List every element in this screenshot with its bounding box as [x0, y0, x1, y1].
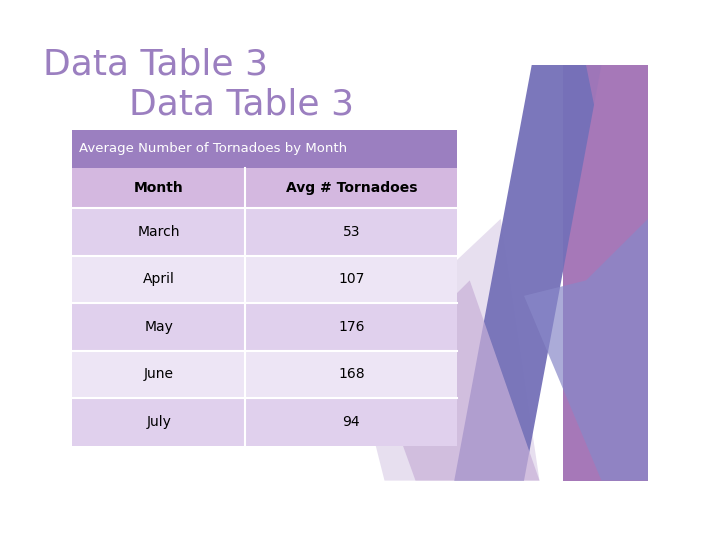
- Text: May: May: [144, 320, 173, 334]
- Text: Month: Month: [134, 181, 184, 195]
- Polygon shape: [354, 219, 539, 481]
- FancyBboxPatch shape: [72, 303, 457, 350]
- Text: 176: 176: [338, 320, 364, 334]
- FancyBboxPatch shape: [72, 208, 457, 255]
- FancyBboxPatch shape: [72, 167, 457, 208]
- Polygon shape: [586, 65, 648, 481]
- Polygon shape: [377, 280, 539, 481]
- Text: 94: 94: [343, 415, 360, 429]
- Text: 168: 168: [338, 367, 364, 381]
- Text: Data Table 3: Data Table 3: [129, 88, 354, 122]
- Text: Avg # Tornadoes: Avg # Tornadoes: [286, 181, 417, 195]
- Polygon shape: [454, 65, 601, 481]
- Text: Data Table 3: Data Table 3: [43, 48, 268, 82]
- Text: Average Number of Tornadoes by Month: Average Number of Tornadoes by Month: [79, 142, 347, 155]
- Text: 53: 53: [343, 225, 360, 239]
- Text: April: April: [143, 272, 175, 286]
- FancyBboxPatch shape: [72, 350, 457, 398]
- Polygon shape: [563, 65, 648, 481]
- FancyBboxPatch shape: [72, 398, 457, 446]
- Text: June: June: [144, 367, 174, 381]
- FancyBboxPatch shape: [72, 255, 457, 303]
- Text: July: July: [146, 415, 171, 429]
- Polygon shape: [524, 219, 648, 481]
- Text: March: March: [138, 225, 180, 239]
- FancyBboxPatch shape: [72, 130, 457, 167]
- Text: 107: 107: [338, 272, 364, 286]
